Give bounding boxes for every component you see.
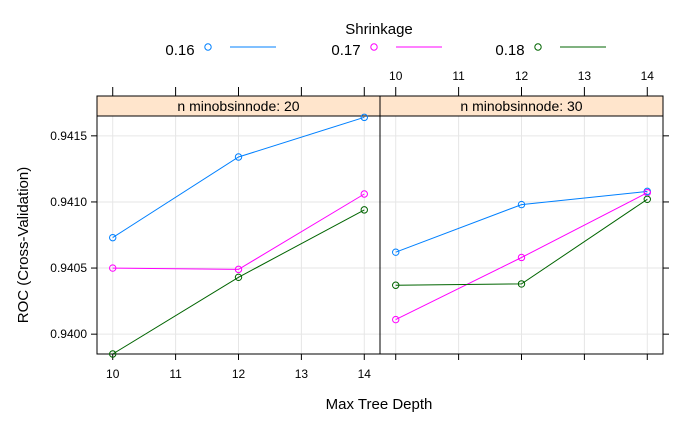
data-point-0.17 xyxy=(234,265,243,274)
y-tick-label: 0.9405 xyxy=(50,261,87,275)
legend-entries: 0.16 0.17 0.18 xyxy=(165,42,606,59)
data-point-0.18 xyxy=(392,281,400,289)
y-tick-label: 0.9400 xyxy=(50,327,87,341)
data-point-0.16 xyxy=(109,233,117,242)
panels: n minobsinnode: 20 10 11 12 13 14 0.9400 0.9405… xyxy=(50,69,669,381)
panel-1: n minobsinnode: 20 10 11 12 13 14 0.9400 0.9405… xyxy=(50,87,381,381)
legend-marker-0.16 xyxy=(204,43,212,51)
series-line-0.17 xyxy=(112,193,365,270)
legend-label-0.16: 0.16 xyxy=(165,42,194,59)
x-tick-label: 12 xyxy=(515,69,529,83)
data-point-0.17 xyxy=(392,315,400,324)
x-axis-label: Max Tree Depth xyxy=(326,396,433,413)
x-tick-label: 12 xyxy=(232,367,246,381)
x-tick-label: 14 xyxy=(358,367,372,381)
x-tick-label: 10 xyxy=(106,367,120,381)
legend-label-0.18: 0.18 xyxy=(495,42,524,59)
legend-label-0.17: 0.17 xyxy=(331,42,360,59)
data-point-0.17 xyxy=(360,190,368,198)
data-point-0.18 xyxy=(360,206,368,214)
data-point-0.17 xyxy=(109,264,117,272)
data-point-0.16 xyxy=(360,113,368,122)
legend: Shrinkage 0.16 0.17 0.18 xyxy=(165,21,606,59)
x-tick-label: 13 xyxy=(578,69,592,83)
x-tick-label: 13 xyxy=(295,367,309,381)
data-point-0.18 xyxy=(517,280,526,288)
series-line-0.18 xyxy=(395,198,648,286)
series-line-0.18 xyxy=(112,209,365,355)
y-tick-label: 0.9415 xyxy=(50,129,87,143)
data-point-0.18 xyxy=(234,273,243,282)
legend-marker-0.18 xyxy=(534,43,542,51)
x-tick-label: 10 xyxy=(389,69,403,83)
series-line-0.16 xyxy=(395,190,648,253)
data-point-0.16 xyxy=(392,248,400,256)
strip-label: n minobsinnode: 30 xyxy=(460,98,582,114)
legend-marker-0.17 xyxy=(370,43,378,51)
y-tick-label: 0.9410 xyxy=(50,195,87,209)
data-point-0.18 xyxy=(643,195,651,204)
data-point-0.16 xyxy=(517,200,526,209)
x-tick-label: 14 xyxy=(641,69,655,83)
series-line-0.17 xyxy=(395,192,648,321)
series-line-0.16 xyxy=(112,116,365,239)
data-point-0.18 xyxy=(109,350,117,358)
strip-label: n minobsinnode: 20 xyxy=(177,98,299,114)
panel-2: n minobsinnode: 30 10 11 12 13 14 xyxy=(379,69,669,360)
x-tick-label: 11 xyxy=(169,367,182,381)
data-point-0.16 xyxy=(234,153,243,161)
x-tick-label: 11 xyxy=(452,69,465,83)
data-point-0.17 xyxy=(517,253,526,262)
legend-title: Shrinkage xyxy=(345,21,413,38)
y-axis-label: ROC (Cross-Validation) xyxy=(15,167,32,323)
